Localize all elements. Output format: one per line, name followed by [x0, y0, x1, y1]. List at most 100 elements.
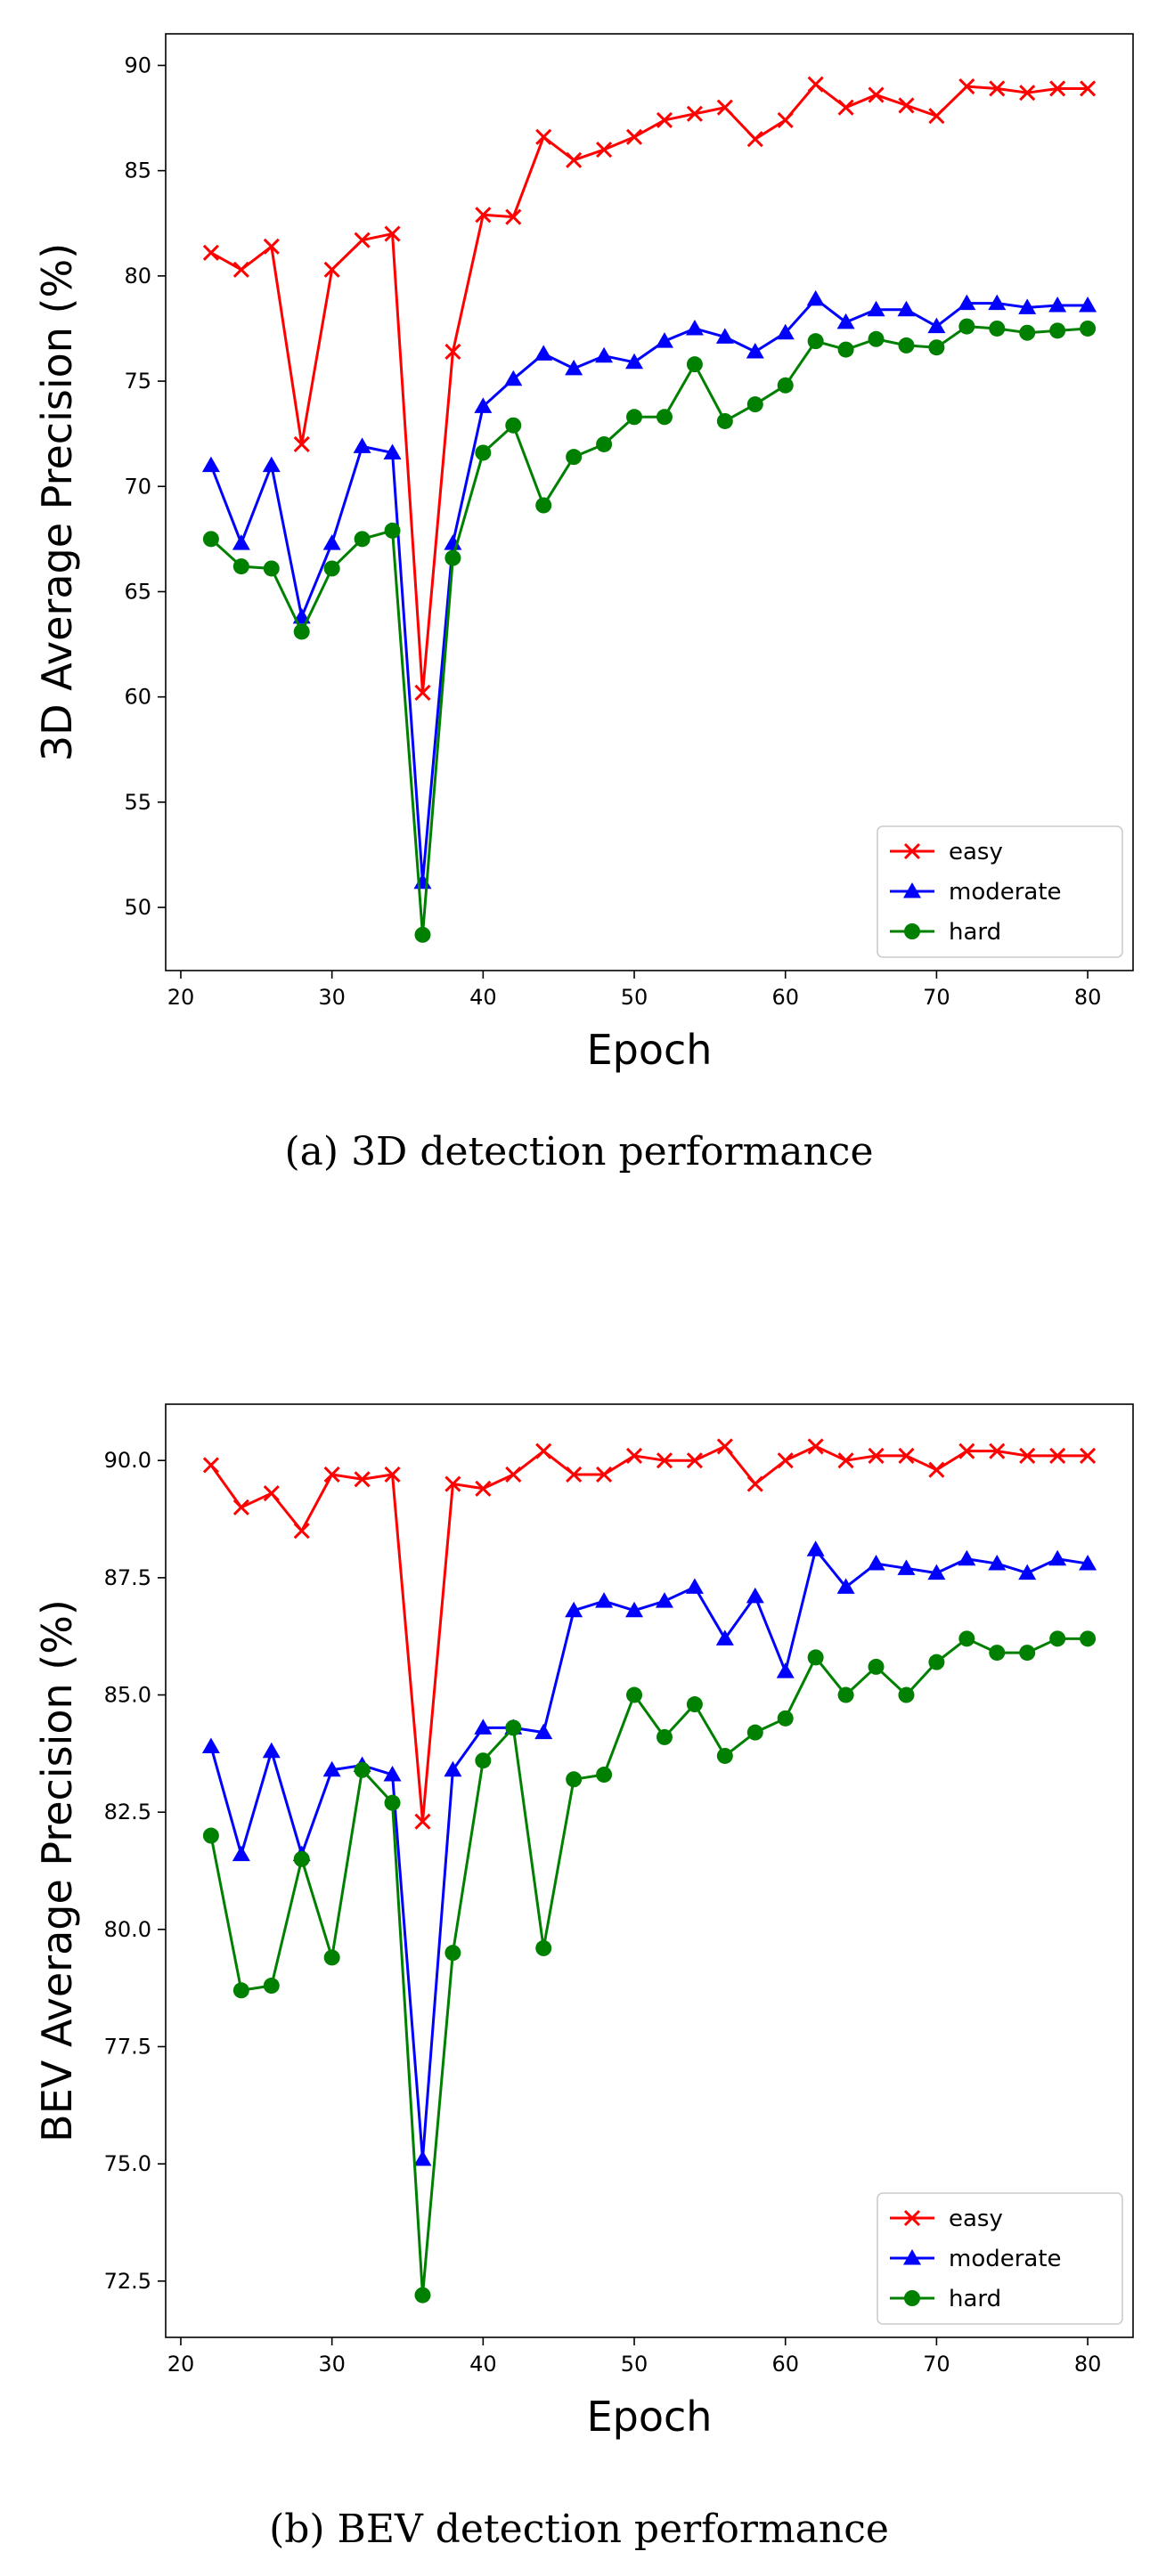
chart-bev-point-easy [505, 1466, 522, 1483]
chart-bev-point-hard [686, 1696, 703, 1713]
chart-3d-ytick-label: 50 [124, 895, 151, 920]
chart-bev-point-hard [928, 1654, 945, 1670]
chart-bev-point-hard [777, 1710, 794, 1727]
chart-3d-point-hard [958, 318, 975, 335]
chart-3d-xtick-label: 20 [167, 985, 195, 1010]
chart-bev-point-easy-stroke-b [354, 1471, 371, 1488]
chart-3d-point-easy [1049, 80, 1066, 97]
chart-3d-point-easy-stroke-b [656, 111, 673, 128]
chart-3d-ytick-label: 70 [124, 474, 151, 499]
chart-3d-point-easy-stroke-b [263, 238, 280, 255]
chart-bev-point-moderate [1079, 1555, 1097, 1571]
chart-3d-point-hard [323, 560, 340, 577]
chart-bev-point-easy [868, 1447, 885, 1464]
chart-3d-point-easy-stroke-b [777, 111, 794, 128]
chart-3d-point-easy [837, 99, 854, 116]
chart-3d-point-easy [202, 244, 219, 261]
chart-bev-point-hard [837, 1686, 854, 1703]
chart-bev-point-easy [354, 1471, 371, 1488]
chart-bev-legend: easy moderate hard [877, 2192, 1123, 2325]
chart-3d-point-easy [263, 238, 280, 255]
chart-3d-point-hard [898, 337, 915, 353]
chart-bev-point-easy [746, 1475, 763, 1492]
chart-bev-point-moderate [1048, 1549, 1067, 1566]
chart-3d-xtick-label: 80 [1074, 985, 1102, 1010]
chart-3d-point-moderate [262, 456, 281, 473]
chart-3d-point-easy [868, 86, 885, 103]
chart-3d-point-moderate [504, 370, 523, 386]
chart-bev-legend-marker-easy [903, 2209, 921, 2227]
chart-bev-point-easy [1049, 1447, 1066, 1464]
chart-bev-xtick-label: 60 [771, 2352, 799, 2377]
chart-3d-point-easy-stroke-b [535, 128, 552, 145]
chart-bev-legend-label-moderate: moderate [949, 2246, 1062, 2272]
chart-bev-point-easy [1080, 1447, 1097, 1464]
chart-bev-point-easy-stroke-b [807, 1438, 824, 1455]
chart-3d-legend-label-moderate: moderate [949, 879, 1062, 906]
chart-bev-xtick-label: 20 [167, 2352, 195, 2377]
chart-3d-point-moderate [413, 873, 432, 890]
chart-bev-point-moderate [867, 1555, 885, 1571]
chart-bev-xlabel: Epoch [587, 2393, 713, 2441]
chart-bev-point-hard [323, 1949, 340, 1966]
chart-bev-point-easy [898, 1447, 915, 1464]
chart-3d-point-hard [263, 560, 280, 577]
chart-bev-point-hard [202, 1827, 219, 1844]
chart-bev-point-easy [1019, 1447, 1036, 1464]
chart-bev-point-easy [566, 1466, 583, 1483]
chart-3d-point-easy [444, 343, 461, 361]
chart-bev-point-moderate [746, 1587, 764, 1604]
chart-3d-point-moderate [927, 317, 946, 334]
chart-3d-point-easy [323, 261, 340, 278]
chart-3d-point-hard [566, 449, 583, 466]
chart-3d-legend-marker-easy-stroke-b [903, 842, 921, 860]
chart-3d-point-moderate [746, 342, 764, 359]
chart-3d-point-easy [958, 78, 975, 95]
chart-bev-legend-marker-hard [904, 2290, 920, 2306]
chart-3d-point-easy-stroke-b [898, 97, 915, 114]
chart-3d-point-easy-stroke-b [323, 261, 340, 278]
chart-3d-point-hard [535, 497, 552, 514]
chart-3d-point-easy-stroke-b [202, 244, 219, 261]
chart-bev-point-easy-stroke-b [535, 1442, 552, 1459]
chart-bev-ylabel: BEV Average Precision (%) [33, 1599, 81, 2142]
chart-3d-point-easy [656, 111, 673, 128]
chart-3d-point-moderate [232, 534, 250, 550]
chart-3d-point-hard [414, 926, 431, 943]
chart-bev-point-moderate [534, 1723, 553, 1740]
chart-3d-point-moderate [1079, 296, 1097, 313]
chart-3d-point-easy [596, 141, 613, 158]
chart-bev-point-moderate [625, 1601, 644, 1618]
chart-bev-point-easy [716, 1438, 733, 1455]
chart-3d-ytick-label: 60 [124, 685, 151, 710]
chart-bev-point-hard [1049, 1630, 1066, 1647]
chart-bev-point-easy [535, 1442, 552, 1459]
chart-3d-point-hard [1080, 320, 1097, 337]
chart-bev-point-hard [596, 1767, 613, 1784]
chart-3d-point-moderate [353, 437, 371, 453]
chart-bev-xtick-label: 50 [621, 2352, 648, 2377]
chart-bev-point-easy-stroke-b [414, 1813, 431, 1830]
chart-bev-point-easy [989, 1442, 1006, 1459]
chart-bev-point-easy [837, 1452, 854, 1469]
chart-3d-point-moderate [806, 289, 825, 306]
chart-3d-point-moderate [685, 319, 704, 336]
chart-bev-ytick-label: 75.0 [104, 2151, 151, 2176]
chart-bev-ytick-label: 82.5 [104, 1800, 151, 1824]
chart-3d-legend-marker-hard [904, 923, 920, 939]
chart-3d-point-hard [989, 320, 1006, 337]
chart-bev-point-easy-stroke-b [898, 1447, 915, 1464]
chart-3d-point-easy-stroke-b [625, 128, 643, 145]
chart-bev-point-moderate [444, 1760, 462, 1777]
chart-3d-legend-marker-easy [903, 842, 921, 860]
chart-bev-point-hard [444, 1945, 461, 1962]
chart-3d-point-easy-stroke-b [354, 232, 371, 248]
chart-bev-point-easy-stroke-b [837, 1452, 854, 1469]
chart-bev-point-moderate [806, 1540, 825, 1556]
chart-3d-point-easy [535, 128, 552, 145]
chart-3d-ytick-label: 65 [124, 579, 151, 604]
chart-3d-point-easy-stroke-b [444, 343, 461, 361]
chart-bev-point-moderate [958, 1549, 976, 1566]
chart-3d-point-easy-stroke-b [414, 684, 431, 702]
chart-bev-point-easy [777, 1452, 794, 1469]
